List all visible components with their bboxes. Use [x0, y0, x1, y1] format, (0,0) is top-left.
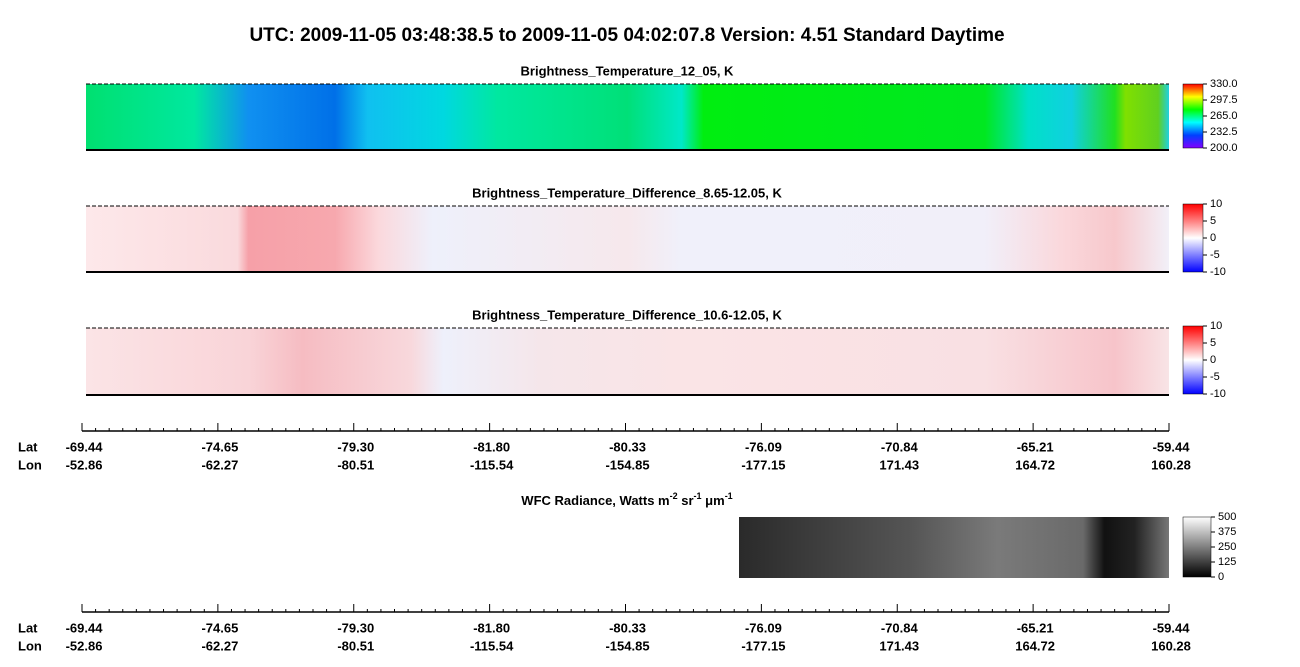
figure-title: UTC: 2009-11-05 03:48:38.5 to 2009-11-05… — [249, 25, 1004, 46]
panel-title: Brightness_Temperature_12_05, K — [521, 63, 735, 78]
colorbar-label: 0 — [1210, 354, 1216, 366]
lon-label: -62.27 — [201, 457, 238, 472]
lat-label: -65.21 — [1017, 439, 1054, 454]
lon-label: -80.51 — [337, 638, 374, 653]
lat-label: -69.44 — [66, 620, 104, 635]
lon-label: -115.54 — [470, 638, 514, 653]
lat-label: -81.80 — [473, 439, 510, 454]
title-part: -1 — [725, 491, 733, 501]
colorbar-label: 0 — [1218, 571, 1224, 583]
lat-label: -79.30 — [337, 439, 374, 454]
lat-label: -70.84 — [881, 439, 919, 454]
colorbar-label: -5 — [1210, 371, 1220, 383]
axis-label: Lat — [18, 439, 38, 454]
title-part: -2 — [670, 491, 678, 501]
lat-label: -81.80 — [473, 620, 510, 635]
lat-label: -65.21 — [1017, 620, 1054, 635]
colorbar-label: 10 — [1210, 198, 1222, 210]
title-part: -1 — [694, 491, 702, 501]
colorbar-label: 200.0 — [1210, 142, 1238, 154]
lon-label: -154.85 — [605, 457, 649, 472]
panel-title: Brightness_Temperature_Difference_10.6-1… — [472, 307, 782, 322]
colorbar-label: 0 — [1210, 232, 1216, 244]
colorbar-label: 232.5 — [1210, 126, 1238, 138]
lon-label: -154.85 — [605, 638, 649, 653]
lat-label: -80.33 — [609, 620, 646, 635]
axis-label: Lon — [18, 638, 42, 653]
colorbar — [1182, 83, 1204, 149]
lon-label: 171.43 — [879, 457, 919, 472]
colorbar-label: 265.0 — [1210, 110, 1238, 122]
frames — [86, 83, 1169, 396]
title-part: μm — [702, 493, 725, 508]
colorbar-label: 5 — [1210, 215, 1216, 227]
colorbar-label: 10 — [1210, 320, 1222, 332]
lon-label: 164.72 — [1015, 457, 1055, 472]
title-part: WFC Radiance, Watts m — [521, 493, 669, 508]
colorbar-label: 250 — [1218, 541, 1236, 553]
lon-label: 164.72 — [1015, 638, 1055, 653]
colorbar-label: 330.0 — [1210, 78, 1238, 90]
colorbar-label: 500 — [1218, 511, 1236, 523]
lon-label: -177.15 — [741, 457, 785, 472]
colorbar — [1182, 203, 1204, 273]
lon-label: -115.54 — [470, 457, 514, 472]
lat-label: -79.30 — [337, 620, 374, 635]
bt12-image — [86, 84, 1169, 150]
lat-label: -59.44 — [1153, 620, 1191, 635]
axis-label: Lon — [18, 457, 42, 472]
lon-label: -177.15 — [741, 638, 785, 653]
btd106-image — [86, 328, 1169, 395]
lon-label: 160.28 — [1151, 457, 1191, 472]
colorbar-label: 375 — [1218, 526, 1236, 538]
lat-label: -80.33 — [609, 439, 646, 454]
colorbar-label: -5 — [1210, 249, 1220, 261]
panel-title: WFC Radiance, Watts m-2 sr-1 μm-1 — [521, 491, 732, 508]
panel-title: Brightness_Temperature_Difference_8.65-1… — [472, 185, 782, 200]
lat-label: -70.84 — [881, 620, 919, 635]
colorbar — [1182, 325, 1204, 395]
btd865-image — [86, 206, 1169, 272]
colorbar-label: 297.5 — [1210, 94, 1238, 106]
colorbar-label: -10 — [1210, 388, 1226, 400]
title-part: sr — [678, 493, 694, 508]
lat-label: -76.09 — [745, 620, 782, 635]
colorbar-label: -10 — [1210, 266, 1226, 278]
colorbar-label: 5 — [1210, 337, 1216, 349]
lat-label: -74.65 — [201, 439, 238, 454]
lon-label: -52.86 — [66, 457, 103, 472]
lat-label: -76.09 — [745, 439, 782, 454]
lon-label: -62.27 — [201, 638, 238, 653]
lat-label: -69.44 — [66, 439, 104, 454]
lon-label: -80.51 — [337, 457, 374, 472]
axis-label: Lat — [18, 620, 38, 635]
lon-label: 171.43 — [879, 638, 919, 653]
colorbar-label: 125 — [1218, 556, 1236, 568]
lon-label: 160.28 — [1151, 638, 1191, 653]
lat-label: -59.44 — [1153, 439, 1191, 454]
lon-label: -52.86 — [66, 638, 103, 653]
colorbar — [1182, 516, 1212, 578]
lat-label: -74.65 — [201, 620, 238, 635]
wfc-image — [739, 517, 1169, 578]
